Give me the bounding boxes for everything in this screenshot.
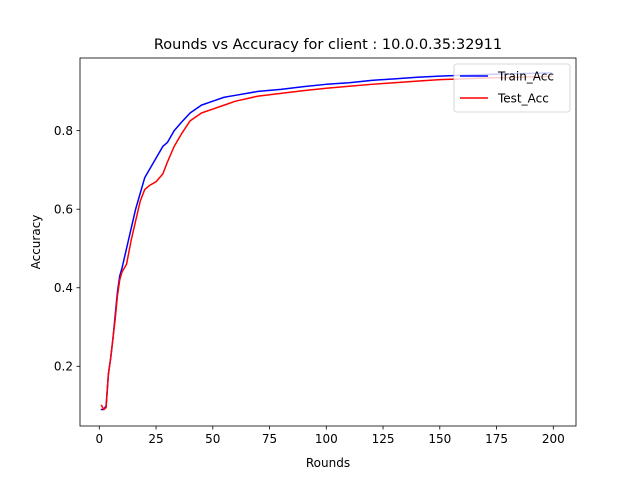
x-tick-label: 50 bbox=[205, 432, 220, 446]
y-axis-title: Accuracy bbox=[29, 215, 43, 270]
series-line-train-acc bbox=[100, 72, 552, 411]
y-tick-label: 0.8 bbox=[54, 124, 73, 138]
x-tick-label: 100 bbox=[315, 432, 338, 446]
legend-label: Test_Acc bbox=[497, 91, 549, 105]
y-tick-label: 0.4 bbox=[54, 281, 73, 295]
x-tick-label: 0 bbox=[95, 432, 103, 446]
x-tick-label: 150 bbox=[428, 432, 451, 446]
y-tick-label: 0.2 bbox=[54, 360, 73, 374]
x-tick-label: 175 bbox=[485, 432, 508, 446]
x-axis-title: Rounds bbox=[306, 456, 350, 470]
y-tick-label: 0.6 bbox=[54, 203, 73, 217]
series-lines bbox=[100, 72, 552, 411]
x-tick-label: 125 bbox=[372, 432, 395, 446]
legend: Train_Acc Test_Acc bbox=[453, 63, 571, 113]
x-tick-label: 200 bbox=[542, 432, 565, 446]
series-line-test-acc bbox=[100, 75, 552, 411]
x-tick-label: 25 bbox=[148, 432, 163, 446]
legend-label: Train_Acc bbox=[497, 69, 554, 83]
plot-frame bbox=[79, 57, 577, 427]
x-tick-label: 75 bbox=[262, 432, 277, 446]
chart-title: Rounds vs Accuracy for client : 10.0.0.3… bbox=[154, 37, 502, 53]
plot-area bbox=[79, 57, 577, 427]
x-axis: 0 25 50 75 100 125 150 175 200 bbox=[95, 426, 565, 446]
y-axis: 0.2 0.4 0.6 0.8 bbox=[54, 124, 80, 374]
